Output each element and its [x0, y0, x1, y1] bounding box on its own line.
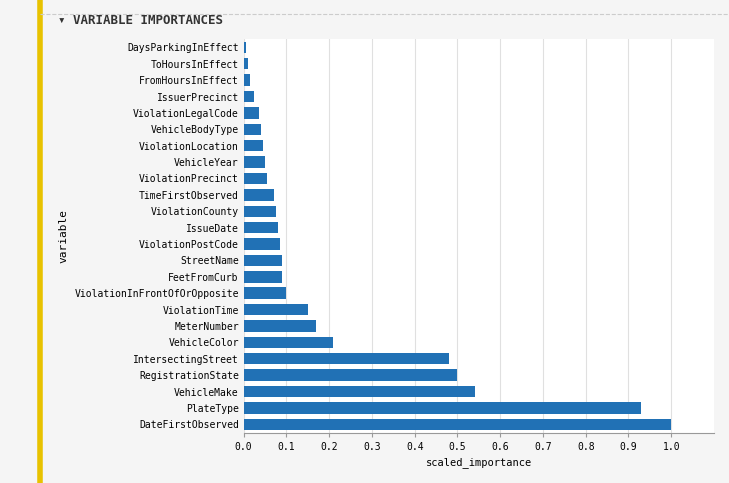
Bar — [243, 386, 475, 398]
Bar — [243, 353, 449, 365]
Bar — [243, 271, 282, 283]
Y-axis label: variable: variable — [59, 209, 69, 263]
Bar — [243, 156, 265, 168]
X-axis label: scaled_importance: scaled_importance — [426, 457, 532, 468]
Bar — [243, 173, 267, 184]
Text: ▾ VARIABLE IMPORTANCES: ▾ VARIABLE IMPORTANCES — [58, 14, 223, 28]
Bar — [243, 320, 316, 332]
Bar — [243, 74, 250, 86]
Bar — [243, 255, 282, 266]
Bar — [243, 189, 273, 200]
Bar — [243, 42, 246, 53]
Bar — [243, 205, 276, 217]
Bar — [243, 369, 458, 381]
Bar — [243, 58, 248, 70]
Bar — [243, 124, 261, 135]
Bar — [243, 419, 671, 430]
Bar — [243, 337, 333, 348]
Bar — [243, 91, 254, 102]
Bar — [243, 287, 286, 299]
Bar — [243, 402, 642, 413]
Bar — [243, 304, 308, 315]
Bar — [243, 107, 259, 119]
Bar — [243, 140, 263, 152]
Bar — [243, 222, 278, 233]
Bar — [243, 238, 280, 250]
